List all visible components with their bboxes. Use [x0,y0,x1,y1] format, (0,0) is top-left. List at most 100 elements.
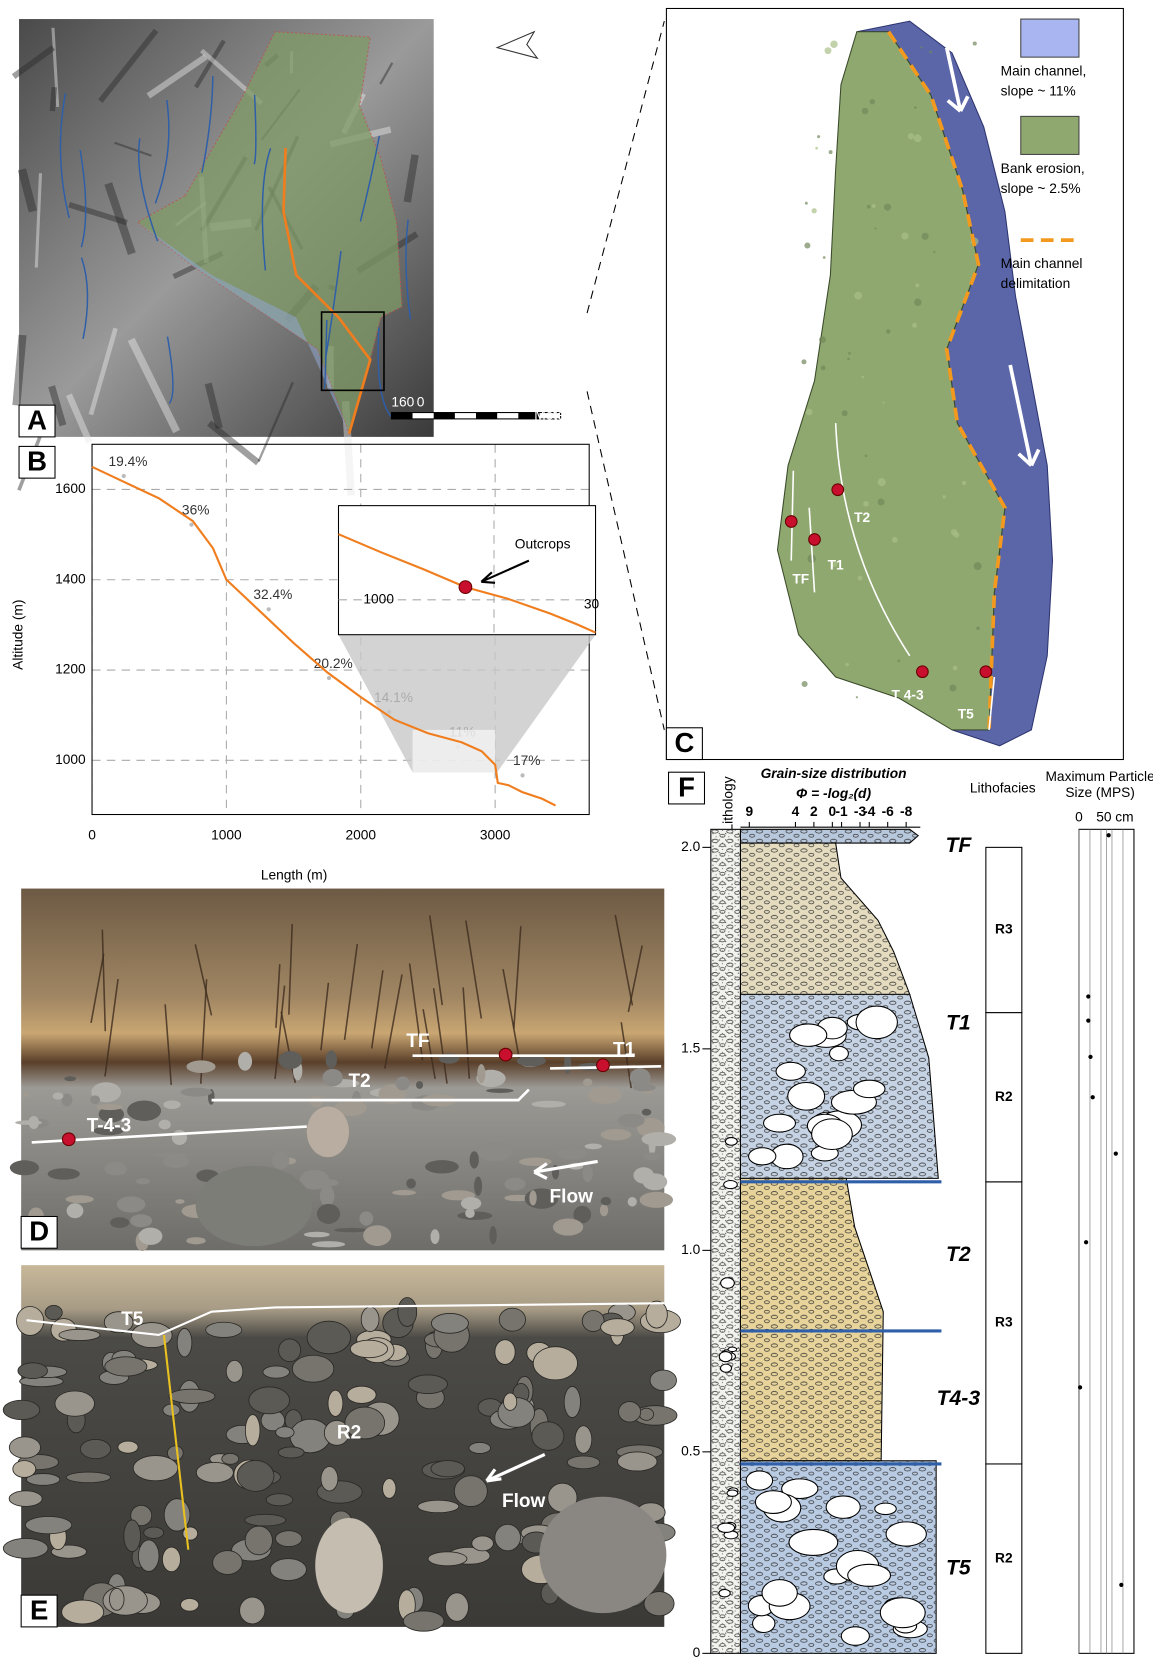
stone [633,1084,656,1091]
cobble [617,1452,657,1471]
texture [856,696,858,698]
cobble [226,1360,243,1382]
cobble [222,1453,239,1464]
scale-unit: Meters [534,407,576,422]
clast [854,1080,885,1097]
outcrop-dot [459,581,472,594]
texture [802,681,808,687]
scale-seg [476,413,497,419]
clast [719,1352,732,1362]
stone [363,1225,391,1246]
clast [753,1615,775,1633]
cobble [533,1347,577,1380]
connector [587,21,664,313]
clast [764,1114,796,1132]
cobble [431,1313,468,1333]
unit-label: T2 [946,1243,971,1266]
cobble [499,1308,525,1331]
texture [901,232,908,239]
texture [943,495,946,498]
depth-tick-label: 0.5 [681,1443,700,1458]
stone [618,1114,645,1128]
cobble [428,1552,467,1566]
cobble [279,1339,301,1362]
cobble [495,1340,515,1365]
stone [116,1169,125,1174]
clast [886,1522,926,1546]
clast [755,1491,791,1514]
cobble [445,1593,468,1621]
stone [186,1060,215,1073]
lithofacies-label: Lithofacies [970,781,1036,796]
texture [914,106,917,109]
x-tick-label: 0 [88,827,96,842]
panel-label: C [674,727,694,758]
clast [875,1503,896,1514]
clast [725,1138,737,1146]
texture [823,256,826,259]
stone [67,1203,84,1218]
legend-label: delimitation [1001,276,1071,291]
stone [477,1064,485,1083]
cobble [133,1456,178,1481]
mps-title: Maximum Particle [1045,769,1153,784]
texture [812,208,817,213]
cobble [105,1357,147,1376]
stone [152,1153,188,1157]
cobble [403,1611,444,1631]
clast [826,1496,860,1518]
mps-point [1119,1583,1123,1587]
mps-point [1114,1152,1118,1156]
clast [746,1471,772,1490]
boulder [307,1106,349,1157]
photo-label: T-4-3 [87,1116,131,1137]
texture [819,336,826,343]
stone [172,1130,187,1145]
stone [136,1178,150,1184]
mps-point [1107,833,1111,837]
stone [396,1076,410,1090]
inset-label: Outcrops [515,536,571,551]
outcrop-label: T 4-3 [892,688,924,703]
texture [830,41,837,48]
stone [159,1120,171,1130]
panel-label: E [30,1594,48,1625]
cobble [62,1600,104,1624]
photo-label: R2 [337,1422,361,1443]
scale-seg [391,413,412,419]
cobble [601,1319,635,1336]
stone [557,1148,587,1159]
clast [718,1523,735,1532]
clast [788,1082,825,1110]
clast [719,1589,730,1596]
mps-point [1091,1095,1095,1099]
scale-label: 0 [417,395,425,410]
slope-dot [189,523,193,527]
boulder [539,1497,666,1613]
connector [587,391,664,729]
cobble [347,1386,376,1403]
texture [805,202,808,205]
cobble [55,1391,95,1416]
texture [892,537,898,543]
stone [186,1237,205,1244]
slope-label: 20.2% [314,656,353,671]
cobble [59,1329,100,1340]
stone [392,1190,416,1195]
figure: 1600160320480640Meters010002000300010001… [0,0,1153,1665]
cobble [454,1476,487,1507]
outcrop-dot [917,666,929,678]
texture [973,41,977,45]
stone [532,1101,566,1108]
texture [847,358,850,361]
legend-label: Main channel, [1001,64,1087,79]
cobble [639,1408,653,1420]
cobble [80,1439,110,1458]
lithofacies-code: R3 [995,1315,1013,1330]
texture [915,283,919,287]
y-tick-label: 1000 [55,752,86,767]
stone [48,1168,80,1179]
cobble [196,1462,233,1482]
stone [10,1160,39,1175]
texture [863,501,869,507]
